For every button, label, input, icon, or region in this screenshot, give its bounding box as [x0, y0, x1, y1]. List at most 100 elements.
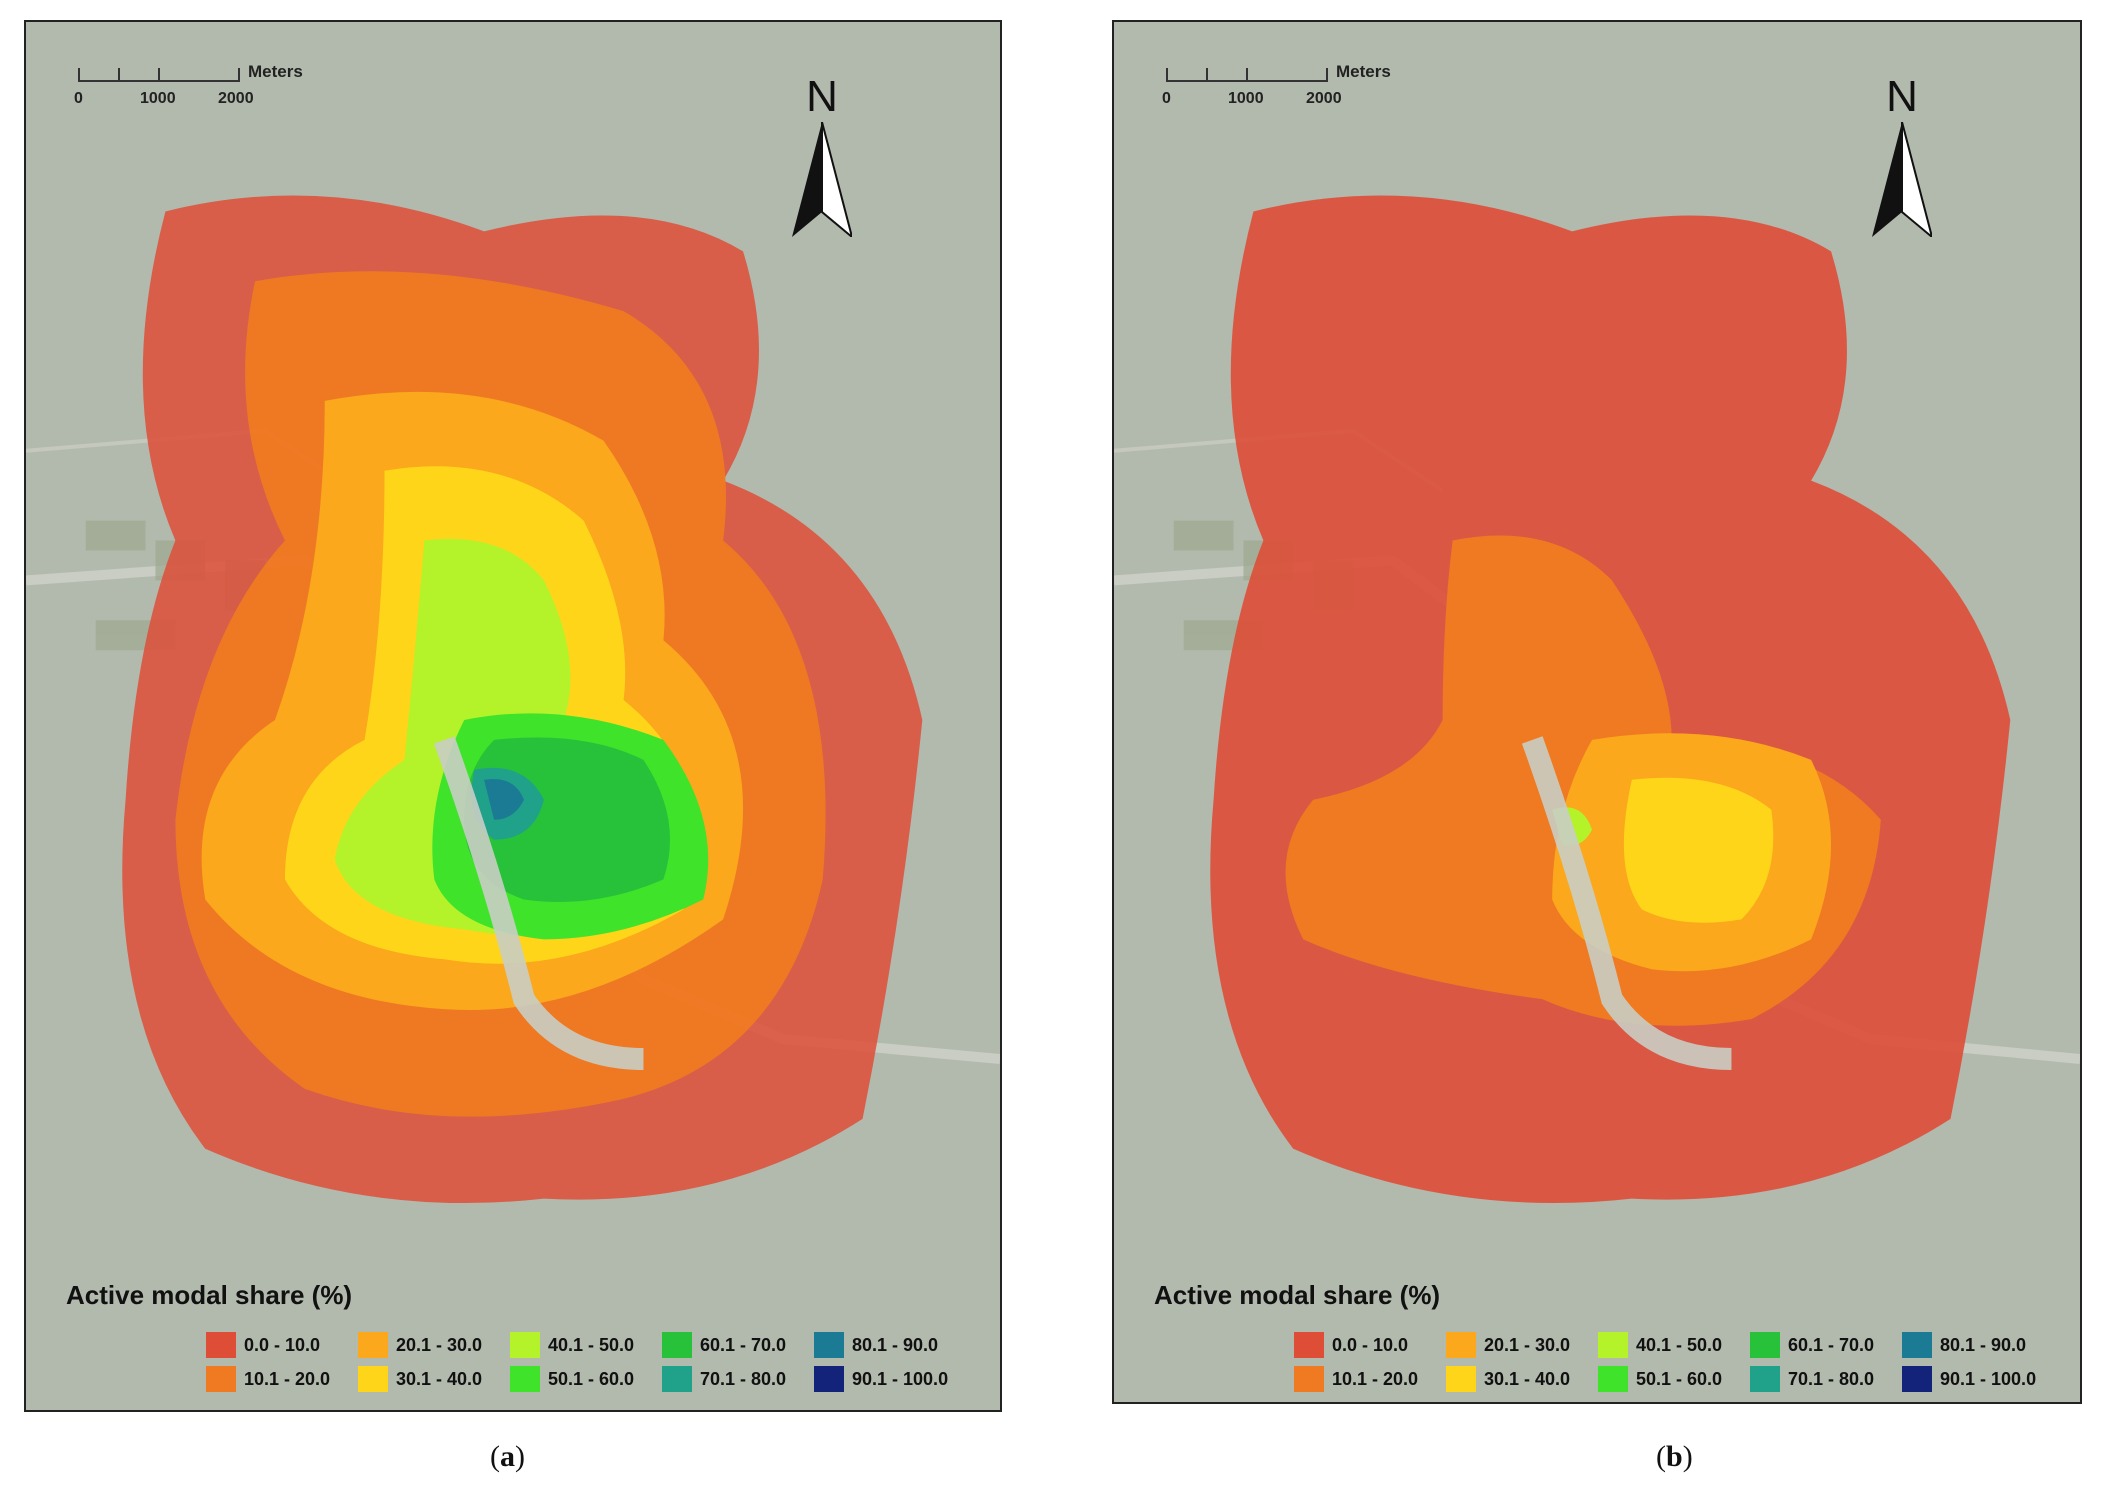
- legend-label: 40.1 - 50.0: [1636, 1334, 1723, 1355]
- legend-swatch: [814, 1366, 844, 1392]
- legend-swatch: [662, 1332, 692, 1358]
- legend-swatch: [358, 1332, 388, 1358]
- legend-swatch: [206, 1332, 236, 1358]
- legend-label: 70.1 - 80.0: [1788, 1368, 1875, 1389]
- scale-bar: Meters 0 1000 2000: [74, 62, 338, 122]
- scale-label-1000: 1000: [140, 90, 176, 107]
- legend-title: Active modal share (%): [1154, 1280, 1441, 1310]
- map-panel-a: Meters 0 1000 2000 N Active modal share …: [24, 20, 1002, 1412]
- legend-swatch: [206, 1366, 236, 1392]
- scale-unit: Meters: [248, 62, 303, 81]
- legend-label: 20.1 - 30.0: [1484, 1334, 1571, 1355]
- legend-item: 40.1 - 50.0: [1598, 1328, 1750, 1362]
- scale-bar-tick: [158, 68, 160, 82]
- legend-item: 50.1 - 60.0: [510, 1362, 662, 1396]
- legend-item: 60.1 - 70.0: [1750, 1328, 1902, 1362]
- scale-unit: Meters: [1336, 62, 1391, 81]
- legend-grid: 0.0 - 10.0 10.1 - 20.0 20.1 - 30.0 30.1 …: [1294, 1328, 2054, 1396]
- legend-label: 70.1 - 80.0: [700, 1368, 787, 1389]
- legend-item: 30.1 - 40.0: [1446, 1362, 1598, 1396]
- legend-item: 20.1 - 30.0: [358, 1328, 510, 1362]
- legend-item: 20.1 - 30.0: [1446, 1328, 1598, 1362]
- legend-label: 50.1 - 60.0: [1636, 1368, 1723, 1389]
- legend-label: 10.1 - 20.0: [1332, 1368, 1419, 1389]
- caption-a: (a): [490, 1440, 525, 1474]
- caption-open: (: [1656, 1440, 1666, 1473]
- scale-bar-tick: [1246, 68, 1248, 82]
- scale-bar-tick: [78, 68, 80, 82]
- legend-swatch: [1750, 1366, 1780, 1392]
- scale-label-1000: 1000: [1228, 90, 1264, 107]
- scale-bar: Meters 0 1000 2000: [1162, 62, 1426, 122]
- legend-item: 90.1 - 100.0: [814, 1362, 966, 1396]
- legend-swatch: [1750, 1332, 1780, 1358]
- legend-label: 0.0 - 10.0: [244, 1334, 321, 1355]
- legend-swatch: [1294, 1332, 1324, 1358]
- north-arrow-icon: [1872, 122, 1932, 237]
- legend-item: 70.1 - 80.0: [1750, 1362, 1902, 1396]
- scale-bar-tick: [1166, 68, 1168, 82]
- legend-grid: 0.0 - 10.0 10.1 - 20.0 20.1 - 30.0 30.1 …: [206, 1328, 966, 1396]
- legend-swatch: [814, 1332, 844, 1358]
- caption-close: ): [515, 1440, 525, 1473]
- caption-letter: a: [500, 1440, 515, 1473]
- north-arrow: N: [782, 72, 862, 242]
- north-label: N: [1886, 72, 1918, 121]
- legend-item: 80.1 - 90.0: [1902, 1328, 2054, 1362]
- scale-label-0: 0: [74, 90, 83, 107]
- caption-b: (b): [1656, 1440, 1693, 1474]
- legend-label: 30.1 - 40.0: [1484, 1368, 1571, 1389]
- legend-label: 10.1 - 20.0: [244, 1368, 331, 1389]
- legend-item: 0.0 - 10.0: [206, 1328, 358, 1362]
- legend-label: 0.0 - 10.0: [1332, 1334, 1409, 1355]
- legend-swatch: [1446, 1332, 1476, 1358]
- legend-label: 80.1 - 90.0: [852, 1334, 939, 1355]
- legend-swatch: [1598, 1332, 1628, 1358]
- legend-label: 50.1 - 60.0: [548, 1368, 635, 1389]
- scale-bar-tick: [1206, 68, 1208, 82]
- legend-swatch: [1446, 1366, 1476, 1392]
- legend-swatch: [510, 1332, 540, 1358]
- basemap: [26, 22, 1000, 1410]
- legend-item: 10.1 - 20.0: [206, 1362, 358, 1396]
- north-label: N: [806, 72, 838, 121]
- legend: Active modal share (%) 0.0 - 10.0 10.1 -…: [66, 1280, 948, 1400]
- legend-item: 10.1 - 20.0: [1294, 1362, 1446, 1396]
- scale-bar-tick: [1326, 68, 1328, 82]
- legend-item: 0.0 - 10.0: [1294, 1328, 1446, 1362]
- legend-label: 90.1 - 100.0: [852, 1368, 949, 1389]
- legend-swatch: [1294, 1366, 1324, 1392]
- legend-swatch: [1902, 1332, 1932, 1358]
- legend-label: 30.1 - 40.0: [396, 1368, 483, 1389]
- legend-label: 60.1 - 70.0: [700, 1334, 787, 1355]
- legend-title: Active modal share (%): [66, 1280, 353, 1310]
- legend-item: 70.1 - 80.0: [662, 1362, 814, 1396]
- scale-bar-tick: [238, 68, 240, 82]
- legend-item: 30.1 - 40.0: [358, 1362, 510, 1396]
- legend-label: 90.1 - 100.0: [1940, 1368, 2037, 1389]
- scale-bar-tick: [118, 68, 120, 82]
- north-arrow-icon: [792, 122, 852, 237]
- legend-item: 80.1 - 90.0: [814, 1328, 966, 1362]
- scale-label-0: 0: [1162, 90, 1171, 107]
- legend-label: 40.1 - 50.0: [548, 1334, 635, 1355]
- caption-close: ): [1682, 1440, 1693, 1473]
- legend-swatch: [510, 1366, 540, 1392]
- legend-item: 50.1 - 60.0: [1598, 1362, 1750, 1396]
- legend-swatch: [662, 1366, 692, 1392]
- legend-swatch: [1902, 1366, 1932, 1392]
- legend-item: 40.1 - 50.0: [510, 1328, 662, 1362]
- basemap: [1114, 22, 2080, 1402]
- north-arrow: N: [1862, 72, 1942, 242]
- legend-label: 80.1 - 90.0: [1940, 1334, 2027, 1355]
- legend-item: 90.1 - 100.0: [1902, 1362, 2054, 1396]
- legend-label: 60.1 - 70.0: [1788, 1334, 1875, 1355]
- legend-swatch: [358, 1366, 388, 1392]
- caption-open: (: [490, 1440, 500, 1473]
- scale-label-2000: 2000: [1306, 90, 1342, 107]
- map-panel-b: Meters 0 1000 2000 N Active modal share …: [1112, 20, 2082, 1404]
- legend-item: 60.1 - 70.0: [662, 1328, 814, 1362]
- legend-label: 20.1 - 30.0: [396, 1334, 483, 1355]
- caption-letter: b: [1666, 1440, 1683, 1473]
- scale-label-2000: 2000: [218, 90, 254, 107]
